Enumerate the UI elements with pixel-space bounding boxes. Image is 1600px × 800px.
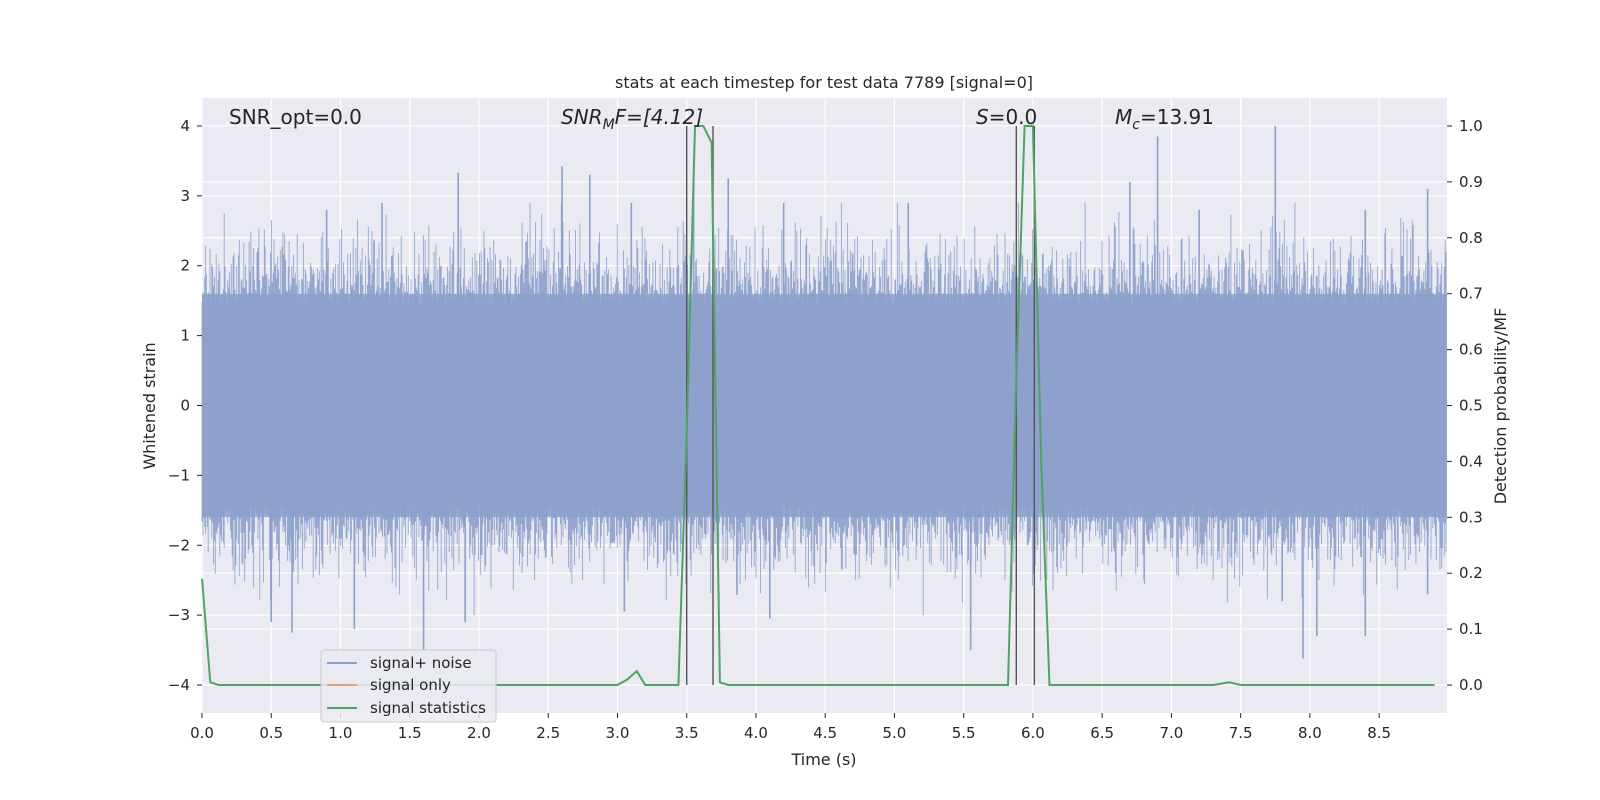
right-y-tick-label: 0.1 <box>1459 620 1483 638</box>
legend-box <box>320 649 497 723</box>
x-tick-label: 3.0 <box>606 724 630 742</box>
x-tick-label: 4.0 <box>744 724 768 742</box>
left-y-tick-label: 1 <box>180 327 190 345</box>
left-y-tick-label: 4 <box>180 117 190 135</box>
annotation-snr-opt: SNR_opt=0.0 <box>229 105 362 129</box>
left-y-tick-label: 3 <box>180 187 190 205</box>
right-y-tick-label: 0.0 <box>1459 676 1483 694</box>
annotation-snr-mf-sub: M <box>603 117 615 133</box>
x-tick-label: 6.5 <box>1090 724 1114 742</box>
annotation-s: S=0.0 <box>976 105 1037 129</box>
annotation-s-italic: S <box>976 105 989 129</box>
annotation-mc: Mc=13.91 <box>1115 105 1214 133</box>
x-tick-label: 7.0 <box>1159 724 1183 742</box>
x-tick-label: 5.0 <box>883 724 907 742</box>
x-tick-label: 7.5 <box>1229 724 1253 742</box>
signal-noise-series <box>201 125 1447 659</box>
x-tick-label: 5.5 <box>952 724 976 742</box>
signal-statistics-series <box>201 125 1435 686</box>
x-tick-label: 3.5 <box>675 724 699 742</box>
annotation-s-rest: =0.0 <box>989 105 1038 129</box>
x-tick-label: 0.5 <box>259 724 283 742</box>
left-y-tick-label: −1 <box>168 466 190 484</box>
right-y-tick-label: 0.9 <box>1459 173 1483 191</box>
right-y-tick-label: 0.2 <box>1459 564 1483 582</box>
x-tick-label: 4.5 <box>813 724 837 742</box>
annotation-mc-main: M <box>1115 105 1132 129</box>
left-y-tick-label: −4 <box>168 676 190 694</box>
right-y-tick-label: 0.3 <box>1459 508 1483 526</box>
signal-noise-line <box>201 202 1447 616</box>
right-y-tick-label: 0.4 <box>1459 452 1483 470</box>
right-y-tick-label: 1.0 <box>1459 117 1483 135</box>
right-y-axis-label: Detection probability/MF <box>1491 308 1510 505</box>
legend-label-signal-noise: signal+ noise <box>370 654 472 672</box>
annotation-snr-mf-main: SNR <box>561 105 603 129</box>
x-tick-label: 1.5 <box>398 724 422 742</box>
left-y-tick-label: −2 <box>168 536 190 554</box>
right-y-tick-label: 0.5 <box>1459 397 1483 415</box>
right-y-tick-label: 0.7 <box>1459 285 1483 303</box>
legend-label-signal-only: signal only <box>370 676 451 694</box>
annotation-mc-rest: =13.91 <box>1140 105 1214 129</box>
x-tick-label: 8.0 <box>1298 724 1322 742</box>
right-y-tick-label: 0.8 <box>1459 229 1483 247</box>
x-tick-label: 0.0 <box>190 724 214 742</box>
left-y-tick-label: 0 <box>180 397 190 415</box>
signal-statistics-line <box>201 125 1435 686</box>
left-y-tick-label: 2 <box>180 257 190 275</box>
right-y-tick-label: 0.6 <box>1459 341 1483 359</box>
legend-label-signal-statistics: signal statistics <box>370 699 486 717</box>
left-y-axis-label: Whitened strain <box>140 342 159 469</box>
left-y-tick-label: −3 <box>168 606 190 624</box>
right-y-tick-labels: 1.0 0.9 0.8 0.7 0.6 0.5 0.4 0.3 0.2 0.1 0.0 <box>1447 117 1483 694</box>
x-tick-label: 2.0 <box>467 724 491 742</box>
annotation-snr-mf: SNRMF=[4.12] <box>561 105 703 133</box>
legend: signal+ noise signal only signal statist… <box>320 649 497 723</box>
annotation-mc-sub: c <box>1132 117 1140 133</box>
x-tick-label: 8.5 <box>1367 724 1391 742</box>
chart-title: stats at each timestep for test data 778… <box>615 73 1033 92</box>
x-axis-label: Time (s) <box>790 750 856 769</box>
x-tick-label: 1.0 <box>329 724 353 742</box>
annotation-snr-mf-rest: F=[4.12] <box>615 105 703 129</box>
left-y-tick-labels: 4 3 2 1 0 −1 −2 −3 −4 <box>168 117 202 694</box>
x-tick-label: 2.5 <box>536 724 560 742</box>
x-tick-label: 6.0 <box>1021 724 1045 742</box>
x-tick-labels: 0.0 0.5 1.0 1.5 2.0 2.5 3.0 3.5 4.0 4.5 5.0 5.5 6.0 6… <box>190 713 1391 742</box>
